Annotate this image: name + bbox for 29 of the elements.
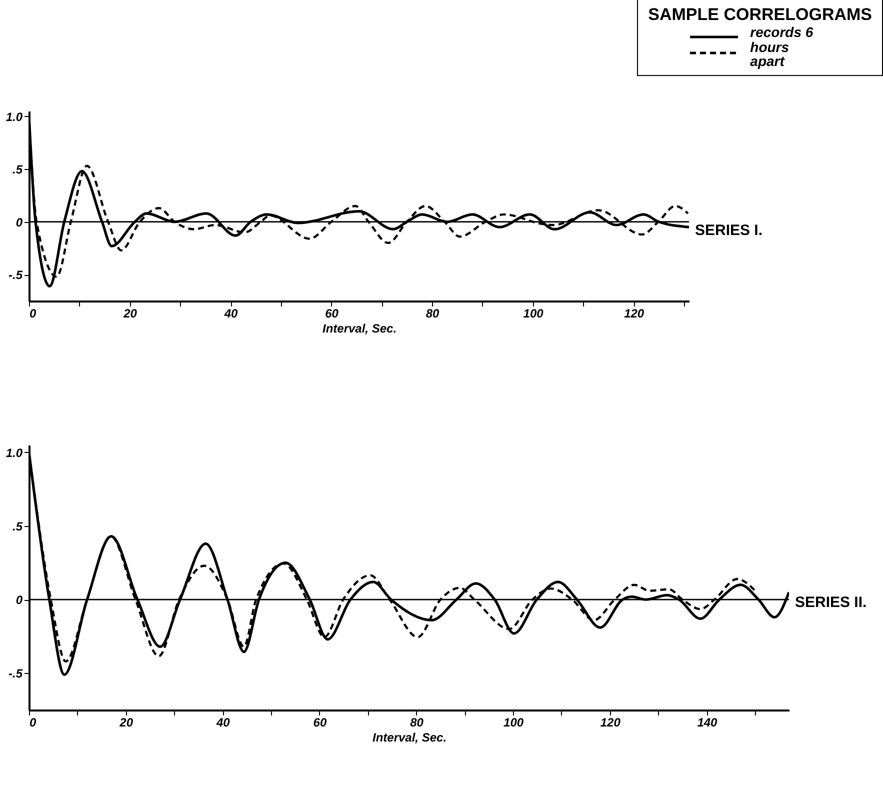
x-tick-label: 60 [313, 716, 327, 730]
x-tick-label: 120 [600, 716, 621, 730]
x-tick-label: 100 [504, 716, 524, 730]
y-tick-label: 0 [16, 593, 23, 608]
x-tick-label: 20 [122, 306, 138, 320]
x-tick-label: 0 [30, 716, 36, 730]
x-axis-title: Interval, Sec. [322, 322, 397, 336]
x-tick-label: 0 [30, 306, 36, 320]
y-tick-label: 1.0 [6, 446, 23, 460]
x-tick-label: 100 [523, 306, 544, 320]
x-tick-label: 20 [118, 716, 134, 730]
x-axis-title: Interval, Sec. [372, 730, 447, 744]
y-tick-label: .5 [12, 162, 23, 177]
x-tick-label: 80 [426, 306, 440, 320]
y-tick-label: 0 [16, 215, 23, 230]
text: SERIES I. [695, 222, 763, 238]
y-tick-label: .5 [12, 519, 23, 534]
x-tick-label: 40 [223, 306, 238, 320]
y-tick-label: -.5 [8, 268, 23, 282]
x-tick-label: 40 [215, 716, 230, 730]
x-tick-label: 120 [624, 306, 644, 320]
legend-title: SAMPLE CORRELOGRAMS [648, 5, 872, 25]
x-tick-label: 60 [325, 306, 339, 320]
x-tick-label: 80 [410, 716, 424, 730]
text: records 6 hours apart [750, 24, 814, 70]
y-tick-label: 1.0 [6, 110, 23, 124]
y-tick-label: -.5 [8, 666, 23, 681]
text: SERIES II. [795, 594, 867, 610]
x-tick-label: 140 [697, 716, 718, 730]
